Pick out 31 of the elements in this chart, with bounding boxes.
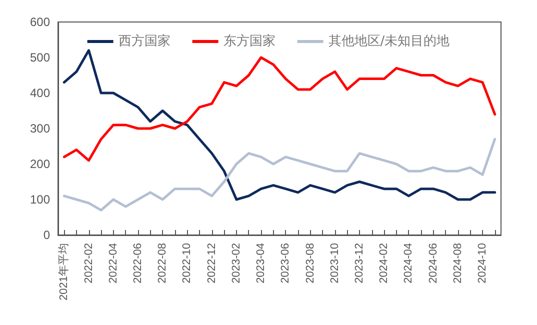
x-tick-label: 2023-06 [280, 243, 292, 284]
x-tick-label: 2023-04 [255, 243, 268, 284]
y-tick-label: 300 [30, 122, 50, 136]
line-series [62, 138, 496, 212]
y-tick-label: 200 [30, 157, 50, 171]
line-series [62, 56, 496, 162]
x-tick-label: 2023-12 [353, 243, 366, 284]
x-tick-label: 2024-10 [476, 243, 489, 284]
x-tick-label: 2024-02 [378, 243, 390, 284]
x-tick-label: 2024-04 [402, 243, 415, 284]
x-tick-label: 2022-04 [107, 243, 120, 284]
legend-label: 其他地区/未知目的地 [328, 34, 450, 49]
x-tick-label: 2022-12 [206, 243, 218, 284]
x-tick-label: 2024-08 [452, 243, 464, 284]
y-tick-label: 400 [30, 86, 50, 100]
x-tick-label: 2021年平均 [58, 243, 70, 300]
x-tick-label: 2022-06 [132, 243, 144, 284]
x-tick-label: 2023-02 [230, 243, 242, 284]
y-tick-label: 0 [43, 228, 50, 242]
x-tick-label: 2022-02 [82, 243, 95, 284]
x-tick-label: 2022-10 [181, 243, 194, 284]
y-tick-label: 600 [30, 15, 50, 29]
x-tick-label: 2023-10 [328, 243, 341, 284]
x-tick-label: 2024-06 [427, 243, 440, 284]
x-tick-label: 2022-08 [156, 243, 169, 284]
y-tick-label: 500 [30, 50, 50, 64]
x-tick-label: 2023-08 [304, 243, 316, 284]
y-tick-label: 100 [30, 192, 50, 206]
legend-label: 东方国家 [223, 33, 276, 49]
line-series [62, 49, 496, 201]
legend-label: 西方国家 [118, 33, 170, 49]
